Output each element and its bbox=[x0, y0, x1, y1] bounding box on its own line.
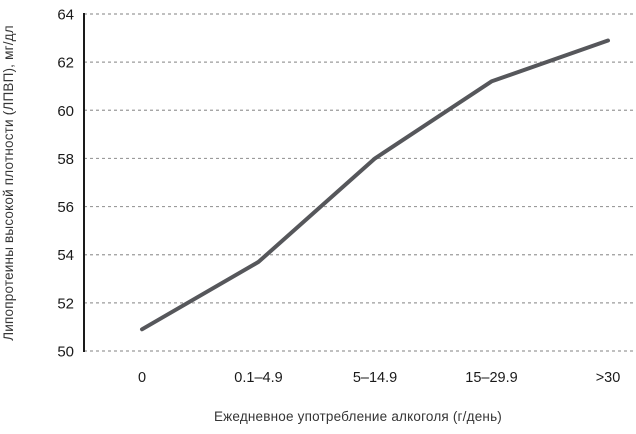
gridlines bbox=[84, 13, 634, 352]
y-tick-label: 58 bbox=[57, 151, 74, 168]
data-line bbox=[140, 38, 610, 332]
y-tick-label: 52 bbox=[57, 295, 74, 312]
y-tick-label: 50 bbox=[57, 344, 74, 361]
y-tick-labels: 50 52 54 56 58 60 62 64 bbox=[57, 7, 74, 361]
x-axis-title: Ежедневное употребление алкоголя (г/день… bbox=[214, 409, 502, 424]
x-tick-label: 15–29.9 bbox=[465, 370, 517, 386]
y-axis-title: Липопротеины высокой плотности (ЛПВП), м… bbox=[1, 25, 16, 341]
y-tick-label: 56 bbox=[57, 199, 74, 216]
x-tick-label: 0 bbox=[138, 370, 146, 386]
y-tick-label: 64 bbox=[57, 7, 74, 24]
y-tick-label: 54 bbox=[57, 247, 74, 264]
y-tick-label: 62 bbox=[57, 55, 74, 72]
x-tick-label: >30 bbox=[596, 370, 621, 386]
y-tick-label: 60 bbox=[57, 103, 74, 120]
x-tick-label: 0.1–4.9 bbox=[234, 370, 282, 386]
x-tick-labels: 0 0.1–4.9 5–14.9 15–29.9 >30 bbox=[138, 370, 620, 386]
x-tick-label: 5–14.9 bbox=[353, 370, 397, 386]
